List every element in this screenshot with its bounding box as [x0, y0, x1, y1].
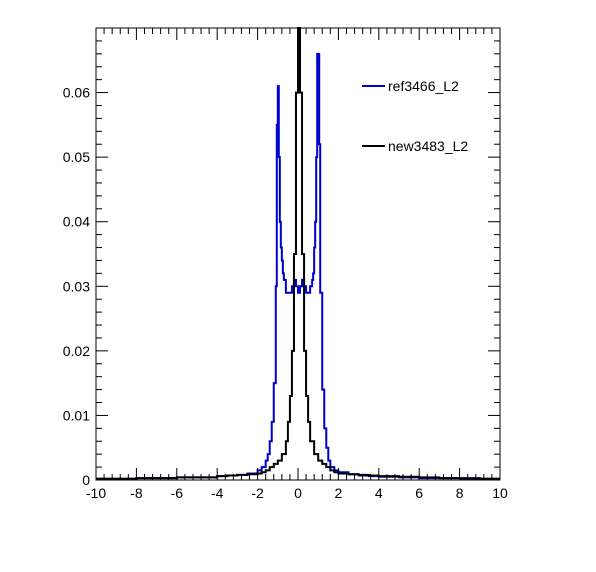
legend: ref3466_L2 new3483_L2 [362, 78, 468, 154]
legend-label-new3483: new3483_L2 [388, 138, 468, 154]
x-tick-label: -8 [130, 485, 143, 501]
axes-layer: -10 -8 -6 -4 -2 0 2 4 6 8 10 0 0.01 0.02 0.03 0.04 0.05 0… [63, 27, 508, 501]
x-tick-label: 6 [415, 485, 423, 501]
y-tick-label: 0.01 [63, 407, 90, 423]
x-tick-label: 4 [375, 485, 383, 501]
x-tick-label: 8 [456, 485, 464, 501]
x-tick-label: -6 [171, 485, 184, 501]
y-tick-label: 0.02 [63, 343, 90, 359]
x-tick-label: -4 [211, 485, 224, 501]
x-tick-label: 2 [335, 485, 343, 501]
y-tick-label: 0.06 [63, 85, 90, 101]
legend-label-ref3466: ref3466_L2 [388, 78, 459, 94]
x-tick-label: 10 [492, 485, 508, 501]
series-line-ref3466_L2 [96, 52, 500, 480]
x-tick-label: -2 [251, 485, 264, 501]
x-tick-label: 0 [294, 485, 302, 501]
y-tick-label: 0 [82, 472, 90, 488]
y-tick-label: 0.03 [63, 278, 90, 294]
y-tick-label: 0.04 [63, 214, 90, 230]
y-tick-label: 0.05 [63, 149, 90, 165]
x-tick-label: -10 [86, 485, 106, 501]
